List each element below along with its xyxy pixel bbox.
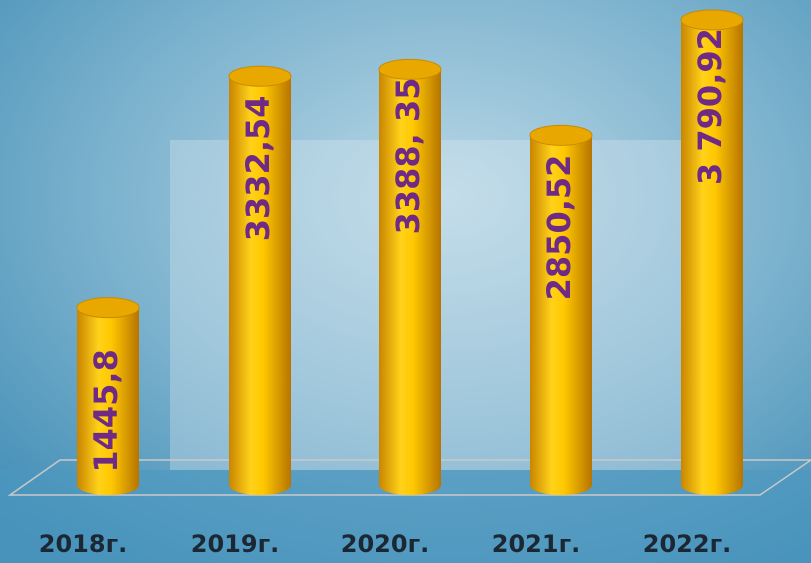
bar <box>77 307 139 495</box>
bar-top <box>529 124 593 146</box>
bar-top <box>378 58 442 80</box>
x-tick-label: 2021г. <box>492 530 580 558</box>
x-tick-label: 2018г. <box>39 530 127 558</box>
bar <box>229 76 291 495</box>
value-label: 3388, 35 <box>389 77 427 234</box>
floor-plane <box>7 459 811 496</box>
bar <box>530 135 592 495</box>
value-label: 1445,8 <box>87 349 125 472</box>
value-label: 2850,52 <box>540 155 578 301</box>
value-label: 3332,54 <box>239 95 277 241</box>
bars: 1445,8 3332,54 3388, 35 2850,52 3 790,92 <box>76 9 744 495</box>
value-label: 3 790,92 <box>691 28 729 185</box>
bar-top <box>680 9 744 31</box>
x-tick-label: 2020г. <box>341 530 429 558</box>
bar-top <box>228 65 292 87</box>
bar-top <box>76 297 140 319</box>
bar <box>681 20 743 495</box>
x-tick-label: 2022г. <box>643 530 731 558</box>
x-tick-label: 2019г. <box>191 530 279 558</box>
bar <box>379 69 441 495</box>
